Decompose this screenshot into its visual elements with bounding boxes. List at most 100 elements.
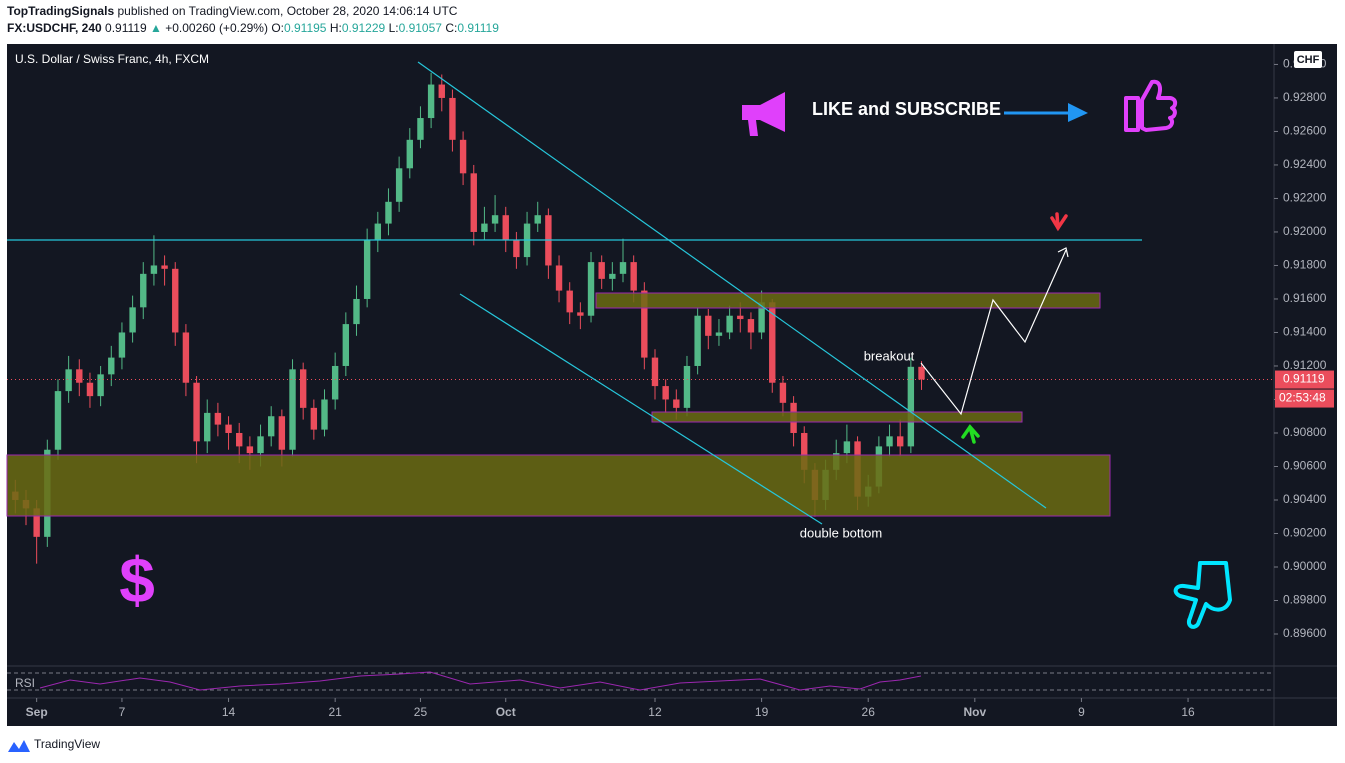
candle-body xyxy=(86,382,94,397)
projection-path xyxy=(920,249,1067,416)
support-zone xyxy=(6,454,1111,517)
ohlc-c-label: C: xyxy=(445,21,457,35)
candle-body xyxy=(481,223,488,232)
candle-body xyxy=(886,436,893,447)
candle-body xyxy=(161,265,168,269)
last-price-tag xyxy=(1275,370,1334,389)
candle-body xyxy=(534,215,541,224)
cta-arrowhead xyxy=(1068,103,1088,122)
drawings: LIKE and SUBSCRIBE $ breakout double bot… xyxy=(6,52,1232,629)
candle-body xyxy=(769,302,776,383)
publisher: TopTradingSignals xyxy=(7,4,114,18)
candle-body xyxy=(438,84,445,98)
x-tick-label: 25 xyxy=(414,705,428,719)
candle-body xyxy=(449,97,456,140)
y-tick-label: 0.91400 xyxy=(1283,325,1327,339)
annotation: double bottom xyxy=(800,525,882,540)
dollar-sign: $ xyxy=(119,544,155,616)
cta-text: LIKE and SUBSCRIBE xyxy=(812,99,1001,119)
candle-body xyxy=(374,223,382,241)
candle-body xyxy=(843,441,851,454)
x-tick-label: Oct xyxy=(496,705,516,719)
candle-body xyxy=(385,201,392,224)
candle-body xyxy=(172,268,179,333)
candle-body xyxy=(331,365,339,400)
candle-body xyxy=(193,382,200,442)
candle-body xyxy=(54,391,62,450)
candle-body xyxy=(587,262,595,316)
y-tick-label: 0.89600 xyxy=(1283,626,1327,640)
brand-icon xyxy=(8,740,30,752)
candle-body xyxy=(246,446,254,454)
x-tick-label: 16 xyxy=(1181,705,1195,719)
candle-body xyxy=(662,386,669,400)
x-tick-label: Sep xyxy=(26,705,48,719)
y-tick-label: 0.90000 xyxy=(1283,559,1327,573)
down-arrow xyxy=(1050,212,1068,232)
x-tick-label: 12 xyxy=(648,705,662,719)
candle-body xyxy=(299,369,307,408)
currency-label: CHF xyxy=(1297,54,1320,66)
candle-body xyxy=(108,357,115,375)
candle-body xyxy=(417,118,424,140)
y-tick-label: 0.90200 xyxy=(1283,526,1327,540)
candle-body xyxy=(150,265,158,274)
y-tick-label: 0.91600 xyxy=(1283,291,1327,305)
x-tick-label: 7 xyxy=(119,705,126,719)
y-tick-label: 0.90800 xyxy=(1283,425,1327,439)
chart-background xyxy=(7,44,1337,726)
footer xyxy=(0,727,1345,763)
ohlc-o-label: O: xyxy=(271,21,284,35)
channel-lower xyxy=(459,293,823,525)
candle-body xyxy=(513,240,520,258)
x-tick-label: 19 xyxy=(755,705,769,719)
ohlc-l-label: L: xyxy=(389,21,399,35)
resistance-zone xyxy=(595,292,1101,309)
annotation: breakout xyxy=(864,348,915,363)
candle-body xyxy=(321,399,328,430)
countdown-label: 02:53:48 xyxy=(1279,391,1326,405)
candle-body xyxy=(577,312,584,316)
x-tick-label: 21 xyxy=(328,705,342,719)
chart-title: U.S. Dollar / Swiss Franc, 4h, FXCM xyxy=(15,52,209,66)
candle-body xyxy=(715,332,723,336)
candle-body xyxy=(470,173,477,232)
price: 0.91119 xyxy=(105,21,147,35)
channel-upper xyxy=(417,61,1047,509)
ohlc-h-label: H: xyxy=(330,21,342,35)
y-tick-label: 0.92000 xyxy=(1283,224,1327,238)
candle-body xyxy=(726,315,733,333)
candle-body xyxy=(257,436,264,454)
change-arrow: ▲ xyxy=(150,21,162,35)
candle-body xyxy=(236,432,243,447)
candle-body xyxy=(747,319,755,333)
rsi-line xyxy=(39,671,922,691)
candle-body xyxy=(342,324,350,366)
candle-body xyxy=(779,382,787,403)
x-tick-label: 26 xyxy=(862,705,876,719)
candle-body xyxy=(353,298,360,325)
candle-body xyxy=(896,436,904,447)
candle-body xyxy=(129,307,136,333)
y-tick-label: 0.92200 xyxy=(1283,191,1327,205)
candle-body xyxy=(140,273,147,308)
symbol: FX:USDCHF, 240 xyxy=(7,21,102,35)
ohlc-l: 0.91057 xyxy=(399,21,443,35)
candle-body xyxy=(76,369,83,383)
candle-body xyxy=(566,290,573,313)
candle-body xyxy=(609,273,616,279)
candle-body xyxy=(907,366,915,447)
y-tick-label: 0.90400 xyxy=(1283,492,1327,506)
candle-body xyxy=(225,424,232,433)
x-tick-label: 9 xyxy=(1078,705,1085,719)
y-tick-label: 0.92800 xyxy=(1283,90,1327,104)
ohlc-h: 0.91229 xyxy=(342,21,386,35)
megaphone-icon xyxy=(742,92,785,136)
up-arrow xyxy=(961,424,980,444)
symbol-line: FX:USDCHF, 240 0.91119 ▲ +0.00260 (+0.29… xyxy=(7,21,499,35)
brand: TradingView xyxy=(34,737,100,751)
candle-body xyxy=(214,412,222,425)
candle-body xyxy=(310,407,318,430)
